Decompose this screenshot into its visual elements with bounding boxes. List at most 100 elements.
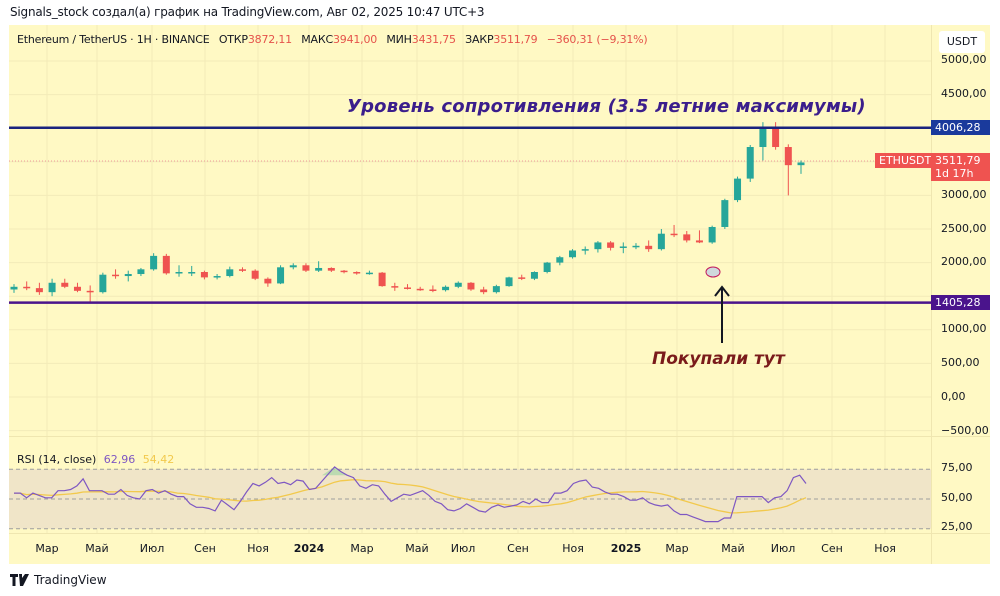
candle-body[interactable] [35, 288, 43, 293]
open-label: ОТКР [218, 33, 248, 46]
candle-body[interactable] [416, 288, 424, 291]
candle-body[interactable] [188, 272, 196, 274]
candle-body[interactable] [251, 270, 259, 279]
candle-body[interactable] [315, 267, 323, 271]
candle-body[interactable] [365, 272, 373, 275]
time-tick: Сен [507, 542, 529, 555]
time-tick: Июл [450, 542, 476, 555]
candle-body[interactable] [657, 233, 665, 250]
candle-body[interactable] [556, 257, 564, 263]
high-value: 3941,00 [332, 33, 378, 46]
candle-body[interactable] [200, 272, 208, 278]
candle-body[interactable] [492, 286, 500, 293]
rsi-legend: RSI (14, close) 62,96 54,42 [17, 453, 174, 466]
candle-body[interactable] [150, 255, 158, 270]
price-axis-divider [931, 25, 932, 564]
candle-body[interactable] [708, 226, 716, 243]
candle-body[interactable] [112, 274, 120, 277]
candle-body[interactable] [530, 272, 538, 279]
candle-body[interactable] [505, 277, 513, 287]
change-value: −360,31 (−9,31%) [546, 33, 648, 46]
candle-body[interactable] [632, 245, 640, 248]
close-value: 3511,79 [493, 33, 538, 46]
candle-body[interactable] [340, 270, 348, 273]
candle-body[interactable] [772, 127, 780, 148]
candle-body[interactable] [797, 162, 805, 166]
candle-body[interactable] [137, 269, 145, 275]
candle-body[interactable] [226, 269, 234, 277]
rsi-tick: 75,00 [941, 461, 973, 474]
candle-body[interactable] [264, 278, 272, 284]
candle-body[interactable] [277, 267, 285, 284]
candle-body[interactable] [518, 277, 526, 279]
candle-body[interactable] [721, 200, 729, 227]
time-tick: Мар [350, 542, 374, 555]
candle-body[interactable] [61, 282, 69, 287]
candle-body[interactable] [175, 272, 183, 274]
candle-body[interactable] [594, 242, 602, 250]
time-tick: 2025 [610, 542, 642, 555]
candle-body[interactable] [619, 246, 627, 248]
candle-body[interactable] [10, 286, 18, 290]
candle-body[interactable] [353, 272, 361, 274]
candle-body[interactable] [86, 290, 94, 293]
candle-countdown: 1d 17h [935, 167, 974, 180]
candle-body[interactable] [683, 234, 691, 241]
candle-body[interactable] [467, 282, 475, 290]
candle-body[interactable] [404, 287, 411, 289]
candle-body[interactable] [289, 265, 297, 268]
price-tick: 4500,00 [941, 87, 987, 100]
candle-body[interactable] [569, 250, 577, 258]
price-tick: −500,00 [941, 424, 989, 437]
candle-body[interactable] [734, 178, 742, 201]
candle-body[interactable] [543, 262, 551, 273]
rsi-title: RSI (14, close) [17, 453, 97, 466]
candle-body[interactable] [695, 240, 703, 243]
time-tick: Ноя [247, 542, 269, 555]
candle-body[interactable] [670, 233, 678, 236]
chart-canvas[interactable] [9, 25, 990, 564]
time-tick: Май [85, 542, 109, 555]
candle-body[interactable] [607, 242, 615, 248]
rsi-band [9, 469, 931, 529]
time-axis-divider [9, 533, 990, 534]
candle-body[interactable] [784, 147, 792, 166]
candle-body[interactable] [48, 282, 56, 293]
candle-body[interactable] [581, 249, 589, 251]
candle-body[interactable] [238, 269, 246, 271]
candle-body[interactable] [759, 127, 767, 148]
candle-body[interactable] [442, 286, 450, 291]
currency-button[interactable]: USDT [939, 31, 985, 53]
buy-annotation[interactable]: Покупали тут [652, 349, 785, 369]
candle-body[interactable] [746, 147, 754, 179]
time-tick: Июл [139, 542, 165, 555]
candle-body[interactable] [391, 286, 399, 288]
tradingview-brand: TradingView [34, 573, 107, 587]
rsi-tick: 25,00 [941, 520, 973, 533]
candle-body[interactable] [480, 289, 488, 293]
candle-body[interactable] [213, 276, 221, 278]
candle-body[interactable] [454, 282, 462, 287]
candle-body[interactable] [73, 286, 81, 291]
candle-body[interactable] [645, 245, 653, 250]
time-tick: Мар [665, 542, 689, 555]
resistance-annotation[interactable]: Уровень сопротивления (3.5 летние максим… [347, 96, 866, 117]
chart-frame[interactable]: Ethereum / TetherUS · 1H · BINANCE ОТКР 3… [9, 25, 990, 564]
tradingview-logo-icon [10, 574, 29, 586]
candle-body[interactable] [429, 289, 437, 291]
price-tick: 2500,00 [941, 222, 987, 235]
buy-marker[interactable] [705, 266, 721, 278]
candle-body[interactable] [23, 286, 31, 289]
symbol-legend: Ethereum / TetherUS · 1H · BINANCE ОТКР 3… [17, 33, 648, 46]
rsi-pane-divider[interactable] [9, 436, 990, 437]
high-label: МАКС [301, 33, 333, 46]
candle-body[interactable] [162, 255, 170, 274]
candle-body[interactable] [124, 274, 132, 277]
symbol-name: Ethereum / TetherUS · 1H · BINANCE [17, 33, 210, 46]
candle-body[interactable] [378, 272, 386, 287]
time-tick: Ноя [562, 542, 584, 555]
support-price-label: 1405,28 [931, 295, 990, 310]
candle-body[interactable] [302, 265, 310, 271]
candle-body[interactable] [99, 274, 107, 293]
candle-body[interactable] [327, 267, 335, 271]
